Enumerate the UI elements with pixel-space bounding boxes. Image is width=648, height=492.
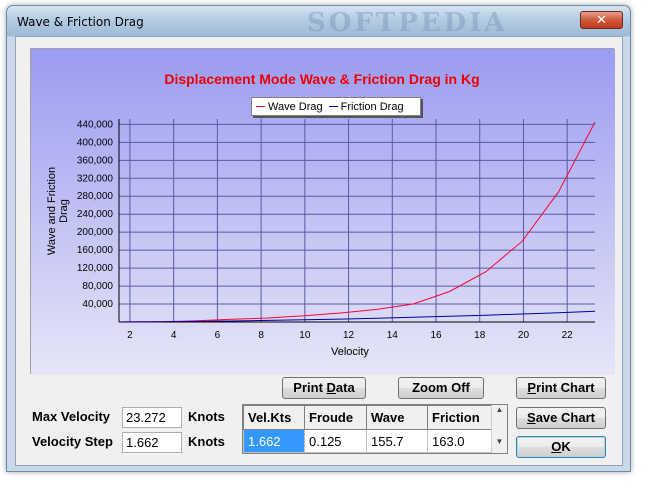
y-tick-label: 440,000 <box>77 119 114 130</box>
friction-drag-line <box>122 310 596 323</box>
print-chart-button[interactable]: Print Chart <box>516 377 606 399</box>
print-data-label-accel: D <box>326 380 336 395</box>
print-chart-label: rint Chart <box>536 380 595 395</box>
legend-item-wave: Wave Drag <box>256 101 323 113</box>
max-velocity-unit: Knots <box>188 409 225 424</box>
cell-friction[interactable]: 163.0 <box>427 429 492 453</box>
print-data-label-pre: Print <box>293 380 327 395</box>
table-row[interactable]: 1.662 0.125 155.7 163.0 <box>243 429 492 453</box>
col-header-friction[interactable]: Friction <box>427 405 492 430</box>
ok-label-accel: O <box>551 439 562 454</box>
legend-item-friction: Friction Drag <box>328 100 404 113</box>
grid-scrollbar[interactable]: ▲ ▼ <box>491 405 507 453</box>
y-axis-label: Wave and Friction Drag <box>46 166 70 256</box>
x-tick-label: 10 <box>299 330 311 341</box>
y-tick-label: 400,000 <box>77 137 114 148</box>
wave-drag-line <box>122 121 596 323</box>
max-velocity-label: Max Velocity <box>32 409 111 424</box>
data-grid[interactable]: Vel.Kts Froude Wave Friction 1.662 0.125… <box>242 404 508 454</box>
ok-button[interactable]: OK <box>516 436 606 458</box>
app-window: Wave & Friction Drag SOFTPEDIA ✕ 2 4 6 8 10 1… <box>6 5 631 472</box>
series-lines <box>122 121 596 323</box>
legend-label-friction: Friction Drag <box>340 100 404 113</box>
legend-label-wave: Wave Drag <box>268 100 323 113</box>
y-tick-label: 240,000 <box>77 209 114 220</box>
y-tick-label: 40,000 <box>82 299 113 310</box>
y-tick-label: 200,000 <box>77 227 114 238</box>
y-tick-label: 80,000 <box>82 281 113 292</box>
col-header-wave[interactable]: Wave <box>366 405 428 430</box>
x-tick-label: 2 <box>127 330 133 341</box>
x-tick-label: 22 <box>562 330 574 341</box>
window-title: Wave & Friction Drag <box>17 15 144 29</box>
col-header-froude[interactable]: Froude <box>304 405 367 430</box>
print-data-label-post: ata <box>335 380 355 395</box>
chart-panel: 2 4 6 8 10 12 14 16 18 20 22 40,000 80,000 120,000 160… <box>30 48 615 375</box>
x-tick-label: 16 <box>430 330 442 341</box>
save-chart-label-accel: S <box>527 410 536 425</box>
x-tick-label: 18 <box>474 330 486 341</box>
x-tick-label: 14 <box>387 330 399 341</box>
y-tick-label: 360,000 <box>77 155 114 166</box>
x-tick-label: 12 <box>343 330 355 341</box>
zoom-off-button[interactable]: Zoom Off <box>398 377 484 399</box>
x-tick-label: 8 <box>258 330 264 341</box>
x-axis-label: Velocity <box>331 346 369 358</box>
x-tick-label: 4 <box>171 330 177 341</box>
grid-lines <box>118 119 595 323</box>
title-bar[interactable]: Wave & Friction Drag SOFTPEDIA ✕ <box>7 6 630 38</box>
cell-wave[interactable]: 155.7 <box>366 429 428 453</box>
y-tick-label: 280,000 <box>77 191 114 202</box>
velocity-step-input[interactable]: 1.662 <box>122 432 182 453</box>
chart-title: Displacement Mode Wave & Friction Drag i… <box>164 71 480 87</box>
velocity-step-unit: Knots <box>188 434 225 449</box>
print-data-button[interactable]: Print Data <box>282 377 366 399</box>
x-tick-label: 20 <box>518 330 530 341</box>
axis-ticks: 2 4 6 8 10 12 14 16 18 20 22 40,000 80,000 120,000 160… <box>77 119 573 341</box>
scroll-up-icon[interactable]: ▲ <box>495 405 504 414</box>
y-tick-label: 320,000 <box>77 173 114 184</box>
cell-vel[interactable]: 1.662 <box>243 429 305 453</box>
velocity-step-label: Velocity Step <box>32 434 113 449</box>
save-chart-label: ave Chart <box>535 410 595 425</box>
grid-header-row: Vel.Kts Froude Wave Friction <box>243 405 492 430</box>
max-velocity-input[interactable]: 23.272 <box>122 407 182 428</box>
cell-froude[interactable]: 0.125 <box>304 429 367 453</box>
y-tick-label: 120,000 <box>77 263 114 274</box>
client-area: 2 4 6 8 10 12 14 16 18 20 22 40,000 80,000 120,000 160… <box>15 36 623 466</box>
ok-label: K <box>561 439 571 454</box>
y-tick-label: 160,000 <box>77 245 114 256</box>
col-header-vel[interactable]: Vel.Kts <box>243 405 305 430</box>
scroll-down-icon[interactable]: ▼ <box>495 437 504 446</box>
x-tick-label: 6 <box>215 330 221 341</box>
save-chart-button[interactable]: Save Chart <box>516 407 606 429</box>
watermark-logo: SOFTPEDIA <box>307 8 508 38</box>
print-chart-label-accel: P <box>527 380 537 395</box>
chart-legend: Wave Drag Friction Drag <box>251 97 421 116</box>
close-button[interactable]: ✕ <box>580 11 623 29</box>
